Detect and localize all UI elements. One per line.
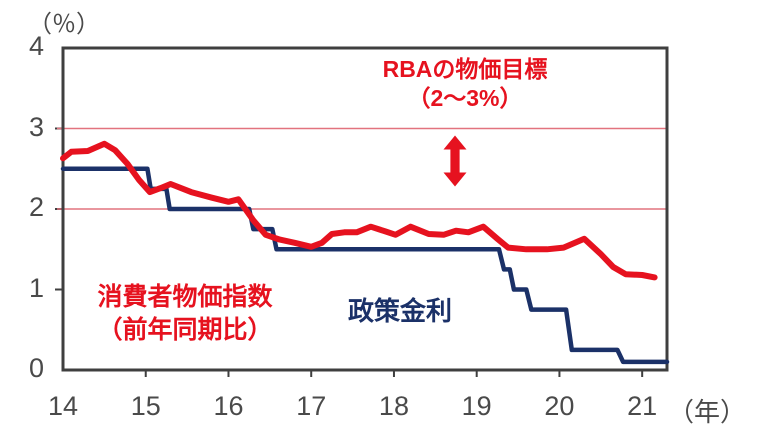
cpi-series-label: 消費者物価指数 （前年同期比） [60,281,310,347]
y-tick-label: 1 [28,272,44,303]
x-tick-label: 20 [544,391,575,421]
x-tick-label: 15 [130,391,161,421]
cpi-series-label-line1: 消費者物価指数 [97,283,273,311]
y-tick-label: 4 [28,30,44,61]
x-tick-label: 16 [213,391,244,421]
x-tick-label: 17 [296,391,327,421]
y-axis-unit-label: （％） [28,11,100,38]
y-tick-label: 0 [28,352,44,383]
x-tick-label: 21 [627,391,658,421]
x-axis-unit-label: （年） [668,397,747,427]
y-tick-label: 3 [28,111,44,142]
rba-target-annotation-line1: RBAの物価目標 [382,56,548,82]
plot-border [61,46,669,372]
policy-rate-line [60,166,670,365]
x-tick-label: 19 [461,391,492,421]
policy-rate-series-label: 政策金利 [348,296,453,326]
rba-target-annotation-line2: （2〜3%） [407,85,523,111]
rba-target-annotation: RBAの物価目標 （2〜3%） [339,55,591,113]
x-tick-label: 14 [47,391,79,421]
x-tick-label: 18 [378,391,409,421]
cpi-series-label-line2: （前年同期比） [97,316,273,344]
cpi-line [60,140,658,281]
y-tick-label: 2 [28,191,44,222]
target-range-double-arrow-icon [443,135,467,187]
